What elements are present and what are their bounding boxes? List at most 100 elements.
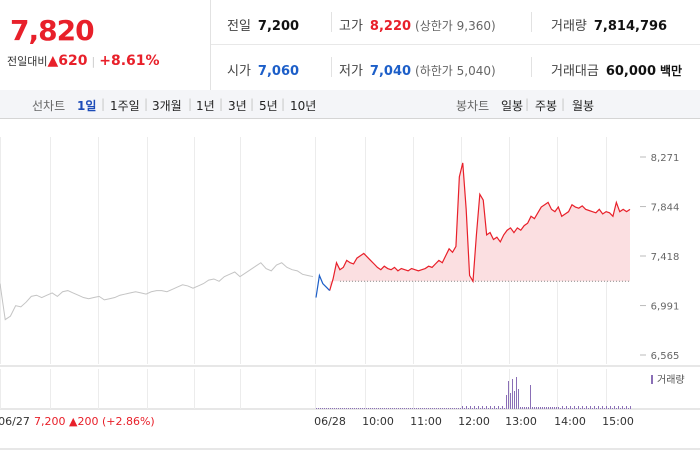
volume-bar <box>614 406 615 409</box>
volume-bar <box>540 407 541 409</box>
volume-bar <box>608 408 609 409</box>
volume-bar <box>398 408 399 409</box>
x-tick-label: 12:00 <box>458 415 490 428</box>
volume-bar <box>630 406 631 409</box>
price-up-area <box>329 162 630 291</box>
volume-bar <box>592 408 593 409</box>
volume-bar <box>326 408 327 409</box>
volume-bar <box>384 408 385 409</box>
volume-bar <box>336 408 337 409</box>
x-tick-label: 13:00 <box>505 415 537 428</box>
volume-bar <box>522 407 523 409</box>
volume-bar <box>402 408 403 409</box>
x-tick-label: 10:00 <box>362 415 394 428</box>
quote-info-table: 전일 7,200 고가 8,220 (상한가 9,360) 거래량 7,814,796 … <box>210 0 700 90</box>
tab-1year[interactable]: 1년 <box>196 99 215 113</box>
tab-10year[interactable]: 10년 <box>290 99 317 113</box>
volume-bar <box>452 408 453 409</box>
x-tick-label: 15:00 <box>602 415 634 428</box>
tab-divider: | <box>101 97 106 111</box>
volume-bar <box>366 408 367 409</box>
volume-bar <box>360 408 361 409</box>
tab-monthly-candle[interactable]: 월봉 <box>572 99 595 113</box>
volume-bar <box>320 408 321 409</box>
volume-bar <box>574 406 575 409</box>
volume-bar <box>364 408 365 409</box>
volume-bar <box>466 406 467 409</box>
tab-3year[interactable]: 3년 <box>228 99 247 113</box>
y-tick-label: 6,565 <box>651 351 680 362</box>
volume-bar <box>476 408 477 409</box>
volume-bar <box>368 408 369 409</box>
volume-bar <box>324 408 325 409</box>
volume-bar <box>498 406 499 409</box>
volume-bar <box>378 408 379 409</box>
volume-bar <box>472 408 473 409</box>
volume-bar <box>350 408 351 409</box>
volume-bar <box>554 407 555 409</box>
trade-amount: 거래대금 60,000 백만 <box>551 64 683 79</box>
volume-bar <box>356 408 357 409</box>
prev-day-close: 7,200 <box>34 415 69 428</box>
volume-bar <box>354 408 355 409</box>
x-tick-label: 14:00 <box>554 415 586 428</box>
volume-bar <box>372 408 373 409</box>
volume-bar <box>332 408 333 409</box>
open-price: 시가 7,060 <box>227 64 300 79</box>
volume-bar <box>404 408 405 409</box>
volume-bar <box>376 408 377 409</box>
volume-bar <box>628 408 629 409</box>
volume-bar <box>610 406 611 409</box>
volume-bar <box>536 407 537 409</box>
cell-divider <box>531 57 532 77</box>
volume-bar <box>460 408 461 409</box>
volume-bar <box>480 408 481 409</box>
volume-bar <box>470 406 471 409</box>
volume-bar <box>496 408 497 409</box>
cell-divider <box>531 12 532 32</box>
volume-bars <box>316 377 631 409</box>
tab-5year[interactable]: 5년 <box>259 99 278 113</box>
volume-bar <box>604 408 605 409</box>
volume-bar <box>334 408 335 409</box>
volume-bar <box>512 379 513 409</box>
volume-bar <box>530 385 531 409</box>
volume-bar <box>600 408 601 409</box>
volume-bar <box>340 408 341 409</box>
volume-bar <box>546 407 547 409</box>
volume-bar <box>374 408 375 409</box>
volume-bar <box>412 408 413 409</box>
volume-bar <box>580 408 581 409</box>
volume-bar <box>442 408 443 409</box>
volume-bar <box>562 406 563 409</box>
volume-bar <box>618 406 619 409</box>
volume-bar <box>420 408 421 409</box>
volume-bar <box>338 408 339 409</box>
volume-bar <box>430 408 431 409</box>
volume-bar <box>424 408 425 409</box>
tab-1week[interactable]: 1주일 <box>110 99 140 113</box>
x-tick-label: 11:00 <box>410 415 442 428</box>
volume-bar <box>484 408 485 409</box>
volume-bar <box>500 408 501 409</box>
volume-legend-label: 거래량 <box>657 374 685 386</box>
change-divider: | <box>91 55 96 68</box>
volume-bar <box>482 406 483 409</box>
volume-bar <box>454 408 455 409</box>
volume-bar <box>456 408 457 409</box>
quote-header: 7,820 전일대비▲620 | +8.61% 전일 7,200 고가 8,220 (상한… <box>0 0 700 91</box>
tab-weekly-candle[interactable]: 주봉 <box>535 99 558 113</box>
tab-divider: | <box>561 97 566 111</box>
volume-bar <box>564 408 565 409</box>
volume-bar <box>558 407 559 409</box>
today-price-line-down <box>315 273 331 298</box>
tab-3month[interactable]: 3개월 <box>152 99 182 113</box>
volume-bar <box>328 408 329 409</box>
tab-divider: | <box>281 97 286 111</box>
volume-bar <box>396 408 397 409</box>
volume-bar <box>596 408 597 409</box>
x-tick-label: 06/28 <box>314 415 346 428</box>
tab-1day[interactable]: 1일 <box>77 99 97 113</box>
x-tick-label: 06/27 <box>0 415 30 428</box>
tab-daily-candle[interactable]: 일봉 <box>501 99 524 113</box>
